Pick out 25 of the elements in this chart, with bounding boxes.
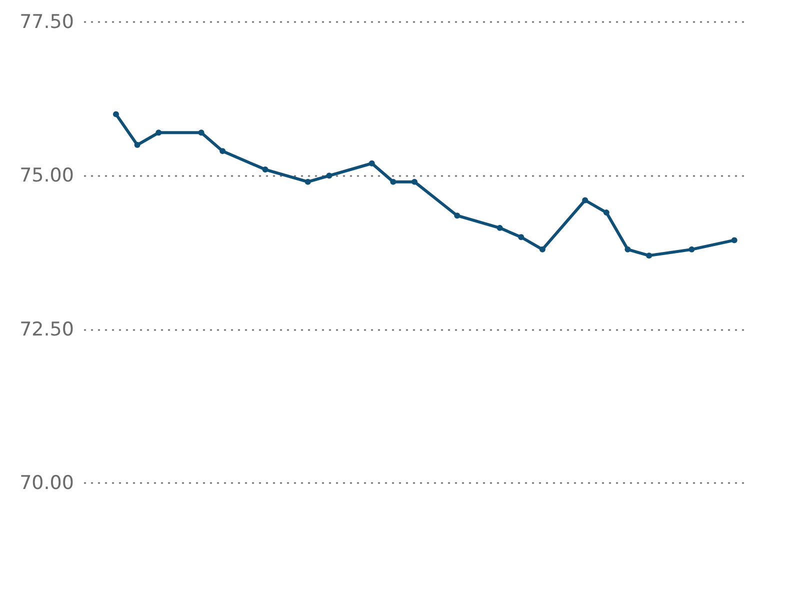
point <box>454 212 460 219</box>
point <box>646 252 652 259</box>
point <box>326 172 332 179</box>
y-tick-label: 72.50 <box>20 318 74 340</box>
point <box>603 210 610 216</box>
point <box>112 111 119 118</box>
point <box>688 246 695 252</box>
y-tick-label: 77.50 <box>20 11 74 33</box>
point <box>390 178 396 185</box>
y-tick-label: 70.00 <box>20 472 74 494</box>
point <box>134 142 140 148</box>
point <box>539 246 546 252</box>
point <box>731 237 738 244</box>
y-tick-label: 75.00 <box>20 164 74 187</box>
point <box>518 234 524 240</box>
point <box>198 130 204 136</box>
point <box>582 197 588 204</box>
point <box>262 166 268 173</box>
point <box>304 178 311 185</box>
point <box>624 246 631 252</box>
point <box>156 130 162 136</box>
point <box>496 224 503 231</box>
point <box>368 160 375 166</box>
point <box>412 178 418 185</box>
point <box>220 148 226 154</box>
